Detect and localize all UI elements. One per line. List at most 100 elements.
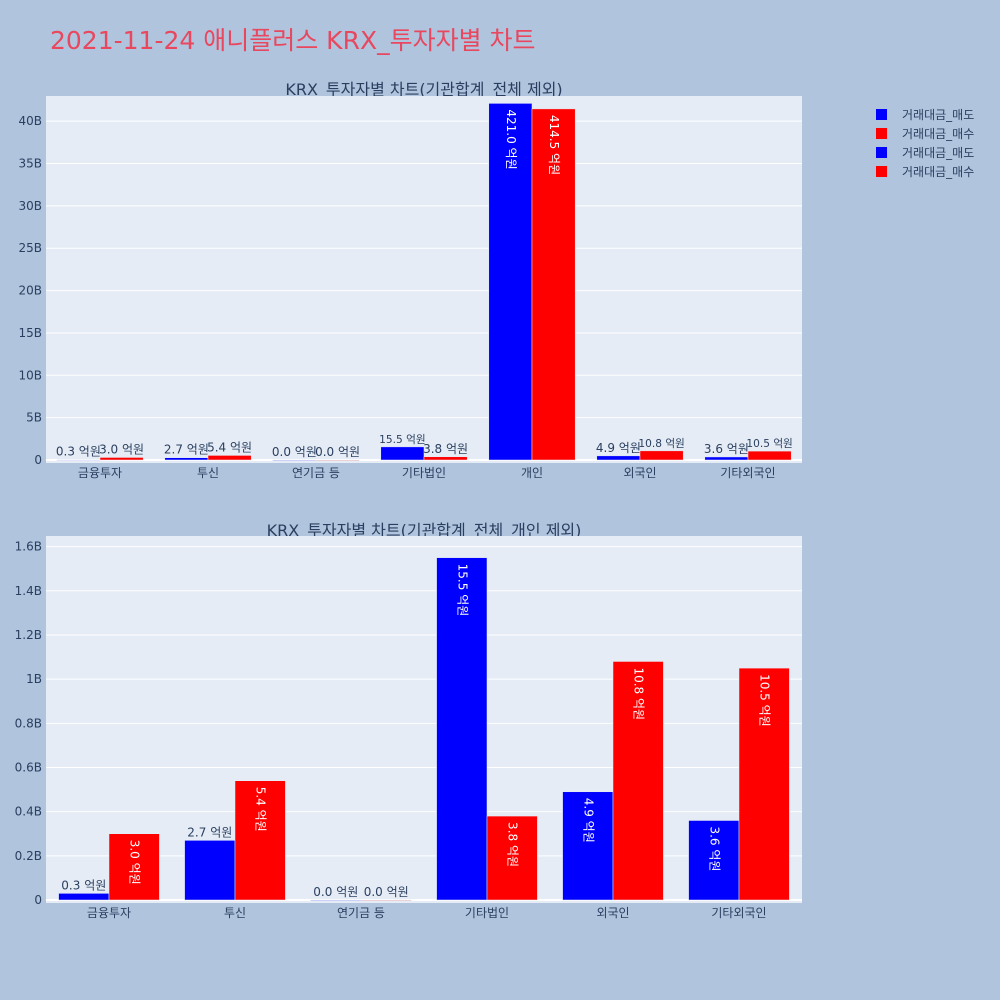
y-tick-label: 1.6B [15, 540, 42, 554]
y-tick-label: 30B [18, 199, 42, 213]
x-tick-label: 기타외국인 [720, 466, 775, 480]
x-tick-label: 외국인 [623, 466, 656, 480]
y-tick-label: 15B [18, 326, 42, 340]
chart-all-investors: KRX_투자자별 차트(기관합계_전체 제외) 0 5B 10B 15B 20B 25B 3… [18, 80, 802, 480]
x-tick-label: 금융투자 [87, 906, 131, 920]
data-label: 3.6 억원 [707, 826, 721, 871]
data-label: 3.8 억원 [423, 442, 468, 456]
bar-sell[interactable] [56, 459, 101, 461]
bar-buy[interactable] [639, 450, 684, 461]
bar-sell[interactable] [58, 893, 110, 901]
y-tick-label: 0.8B [15, 716, 42, 730]
x-tick-label: 금융투자 [78, 466, 122, 480]
bar-sell[interactable] [562, 791, 614, 901]
chart-excluding-individual: KRX_투자자별 차트(기관합계_전체_개인 제외) 00.2B0.4B0.6B… [15, 521, 802, 920]
bar-buy[interactable] [99, 457, 144, 461]
data-label: 3.8 억원 [506, 822, 520, 867]
bar-buy[interactable] [738, 667, 790, 901]
bar-sell[interactable] [688, 820, 740, 901]
y-tick-label: 35B [18, 157, 42, 171]
data-label: 2.7 억원 [187, 825, 232, 839]
legend-label: 거래대금_매도 [902, 108, 974, 122]
bar-buy[interactable] [234, 780, 286, 901]
data-label: 3.0 억원 [128, 840, 142, 885]
bar-buy[interactable] [531, 108, 576, 461]
data-label: 0.0 억원 [364, 885, 409, 899]
bar-sell[interactable] [164, 457, 209, 461]
data-label: 4.9 억원 [596, 441, 641, 455]
bar-sell[interactable] [596, 455, 641, 461]
bar-sell[interactable] [310, 899, 362, 901]
legend-label: 거래대금_매도 [902, 146, 974, 160]
data-label: 10.5 억원 [746, 438, 792, 450]
legend-label: 거래대금_매수 [902, 165, 974, 179]
data-label: 10.8 억원 [632, 667, 646, 720]
bar-buy[interactable] [207, 455, 252, 461]
data-label: 0.3 억원 [61, 878, 106, 892]
bar-buy[interactable] [108, 833, 160, 901]
bar-buy[interactable] [612, 661, 664, 901]
bar-sell[interactable] [184, 840, 236, 901]
x-tick-label: 개인 [521, 466, 543, 480]
bar-sell[interactable] [436, 557, 488, 901]
x-tick-label: 기타법인 [402, 466, 446, 480]
data-label: 5.4 억원 [254, 787, 268, 832]
x-tick-label: 연기금 등 [337, 906, 385, 920]
plot-area [46, 96, 802, 463]
bar-sell[interactable] [704, 456, 749, 461]
legend-swatch [876, 166, 887, 177]
x-tick-label: 외국인 [596, 906, 629, 920]
bar-buy[interactable] [486, 815, 538, 901]
y-tick-label: 25B [18, 241, 42, 255]
y-tick-label: 1.2B [15, 628, 42, 642]
data-label: 3.6 억원 [704, 442, 749, 456]
legend-swatch [876, 147, 887, 158]
y-tick-label: 20B [18, 284, 42, 298]
y-tick-label: 0.4B [15, 805, 42, 819]
page-title: 2021-11-24 애니플러스 KRX_투자자별 차트 [50, 26, 536, 55]
legend-item[interactable]: 거래대금_매도 [876, 108, 974, 122]
data-label: 0.0 억원 [313, 885, 358, 899]
x-tick-label: 기타외국인 [711, 906, 766, 920]
y-tick-label: 0.2B [15, 849, 42, 863]
data-label: 15.5 억원 [379, 434, 425, 446]
legend-item[interactable]: 거래대금_매수 [876, 165, 974, 179]
legend: 거래대금_매도 거래대금_매수 거래대금_매도 거래대금_매수 [876, 108, 974, 179]
data-label: 10.5 억원 [758, 674, 772, 727]
y-tick-label: 1.4B [15, 584, 42, 598]
x-tick-label: 기타법인 [465, 906, 509, 920]
data-label: 0.3 억원 [56, 445, 101, 459]
bar-buy[interactable] [360, 899, 412, 901]
data-label: 5.4 억원 [207, 440, 252, 454]
bar-sell[interactable] [488, 103, 533, 461]
x-tick-label: 연기금 등 [292, 466, 340, 480]
legend-label: 거래대금_매수 [902, 127, 974, 141]
y-tick-label: 1B [26, 672, 42, 686]
data-label: 4.9 억원 [581, 798, 595, 843]
data-label: 414.5 억원 [547, 115, 561, 175]
y-tick-label: 5B [26, 411, 42, 425]
data-label: 0.0 억원 [272, 445, 317, 459]
y-tick-label: 0 [34, 893, 42, 907]
data-label: 0.0 억원 [315, 445, 360, 459]
bar-buy[interactable] [423, 456, 468, 461]
chart-title: KRX_투자자별 차트(기관합계_전체 제외) [285, 80, 562, 100]
data-label: 2.7 억원 [164, 443, 209, 457]
x-tick-label: 투신 [224, 906, 246, 920]
data-label: 3.0 억원 [99, 442, 144, 456]
y-tick-label: 10B [18, 368, 42, 382]
bar-buy[interactable] [315, 459, 360, 461]
x-tick-label: 투신 [197, 466, 219, 480]
y-tick-label: 40B [18, 114, 42, 128]
bar-sell[interactable] [380, 446, 425, 461]
legend-swatch [876, 128, 887, 139]
y-tick-label: 0.6B [15, 760, 42, 774]
bar-sell[interactable] [272, 459, 317, 461]
legend-item[interactable]: 거래대금_매수 [876, 127, 974, 141]
y-tick-label: 0 [34, 453, 42, 467]
legend-item[interactable]: 거래대금_매도 [876, 146, 974, 160]
bar-buy[interactable] [747, 450, 792, 461]
data-label: 10.8 억원 [638, 438, 684, 450]
